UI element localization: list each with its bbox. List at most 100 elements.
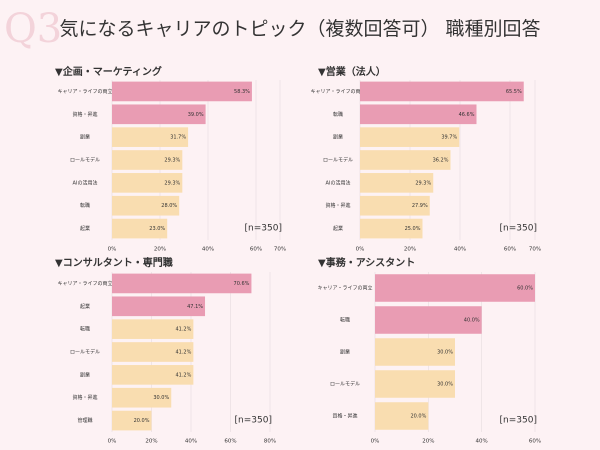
y-tick-label: 資格・昇進 bbox=[325, 202, 350, 209]
value-label: 39.7% bbox=[441, 135, 457, 141]
y-tick-label: キャリア・ライフの両立 bbox=[57, 88, 112, 95]
bar bbox=[375, 306, 482, 334]
bar bbox=[375, 274, 535, 302]
y-tick-label: 資格・昇進 bbox=[72, 111, 97, 118]
value-label: 41.2% bbox=[175, 327, 191, 333]
x-tick-label: 60% bbox=[504, 247, 516, 253]
bar bbox=[112, 218, 168, 239]
y-tick-label: キャリア・ライフの両立 bbox=[57, 280, 112, 287]
y-tick-label: AIの活用法 bbox=[73, 179, 98, 186]
value-label: 41.2% bbox=[175, 372, 191, 378]
y-tick-label: AIの活用法 bbox=[326, 179, 351, 186]
y-tick-label: 副業 bbox=[80, 134, 90, 141]
x-tick-label: 70% bbox=[274, 247, 286, 253]
x-tick-label: 40% bbox=[202, 247, 214, 253]
y-tick-label: 起業 bbox=[80, 303, 90, 310]
x-tick-label: 40% bbox=[185, 439, 197, 445]
value-label: 23.0% bbox=[149, 226, 165, 232]
value-label: 29.3% bbox=[164, 180, 180, 186]
value-label: 40.0% bbox=[464, 318, 480, 324]
y-tick-label: 転職 bbox=[333, 111, 343, 118]
y-tick-label: ロールモデル bbox=[330, 381, 360, 388]
value-label: 28.0% bbox=[161, 203, 177, 209]
y-tick-label: 資格・昇進 bbox=[332, 413, 357, 420]
value-label: 47.1% bbox=[187, 304, 203, 310]
y-tick-label: 管理職 bbox=[77, 417, 92, 424]
y-tick-label: 起業 bbox=[80, 225, 90, 232]
x-tick-label: 20% bbox=[145, 439, 157, 445]
y-tick-label: キャリア・ライフの両立 bbox=[310, 88, 365, 95]
bar bbox=[112, 150, 183, 170]
y-tick-label: 副業 bbox=[333, 134, 343, 141]
value-label: 30.0% bbox=[437, 382, 453, 388]
bar bbox=[360, 173, 434, 193]
x-tick-label: 20% bbox=[154, 247, 166, 253]
value-label: 25.0% bbox=[405, 226, 421, 232]
chart-title: ▼コンサルタント・専門職 bbox=[55, 256, 173, 269]
bar bbox=[360, 104, 477, 125]
bar bbox=[112, 273, 252, 294]
y-tick-label: ロールモデル bbox=[70, 349, 100, 356]
value-label: 36.2% bbox=[433, 158, 449, 164]
value-label: 46.6% bbox=[459, 112, 475, 118]
x-tick-label: 20% bbox=[422, 439, 434, 445]
value-label: 58.3% bbox=[234, 89, 250, 95]
bar bbox=[112, 387, 172, 408]
bar bbox=[112, 296, 206, 317]
x-tick-label: 40% bbox=[454, 247, 466, 253]
bar bbox=[112, 195, 180, 216]
value-label: 60.0% bbox=[517, 286, 533, 292]
page-title: 気になるキャリアのトピック（複数回答可） 職種別回答 bbox=[59, 18, 540, 40]
value-label: 30.0% bbox=[153, 395, 169, 401]
x-tick-label: 60% bbox=[224, 439, 236, 445]
y-tick-label: 副業 bbox=[80, 371, 90, 378]
x-tick-label: 80% bbox=[264, 439, 276, 445]
value-label: 20.0% bbox=[134, 418, 150, 424]
x-tick-label: 0% bbox=[356, 247, 365, 253]
bar bbox=[375, 370, 455, 398]
annotation: [n=350] bbox=[500, 224, 537, 234]
x-tick-label: 0% bbox=[108, 247, 117, 253]
y-tick-label: 副業 bbox=[340, 349, 350, 356]
bar bbox=[360, 150, 451, 170]
x-tick-label: 0% bbox=[108, 439, 117, 445]
bar bbox=[112, 365, 194, 385]
chart-title: ▼事務・アシスタント bbox=[318, 256, 415, 269]
annotation: [n=350] bbox=[245, 224, 282, 234]
bar bbox=[360, 81, 524, 102]
value-label: 20.0% bbox=[410, 414, 426, 420]
value-label: 39.0% bbox=[188, 112, 204, 118]
value-label: 70.6% bbox=[234, 281, 250, 287]
value-label: 29.3% bbox=[415, 180, 431, 186]
x-tick-label: 70% bbox=[529, 247, 541, 253]
bar bbox=[112, 342, 194, 362]
bar bbox=[112, 173, 183, 193]
bar bbox=[112, 319, 194, 339]
bar bbox=[360, 218, 423, 239]
x-tick-label: 0% bbox=[371, 439, 380, 445]
bar bbox=[375, 338, 455, 366]
value-label: 31.7% bbox=[170, 135, 186, 141]
bar bbox=[112, 410, 152, 431]
y-tick-label: キャリア・ライフの両立 bbox=[317, 285, 372, 292]
value-label: 27.9% bbox=[412, 203, 428, 209]
bar bbox=[112, 104, 206, 125]
bar bbox=[112, 127, 189, 147]
chart-title: ▼営業（法人） bbox=[318, 65, 386, 78]
y-tick-label: 転職 bbox=[340, 317, 350, 324]
value-label: 41.2% bbox=[175, 350, 191, 356]
bar bbox=[360, 195, 430, 216]
watermark: Q3 bbox=[4, 6, 62, 52]
bar bbox=[375, 402, 429, 430]
x-tick-label: 60% bbox=[250, 247, 262, 253]
y-tick-label: 転職 bbox=[80, 326, 90, 333]
y-tick-label: ロールモデル bbox=[70, 157, 100, 164]
x-tick-label: 60% bbox=[529, 439, 541, 445]
x-tick-label: 40% bbox=[476, 439, 488, 445]
y-tick-label: 転職 bbox=[80, 202, 90, 209]
x-tick-label: 20% bbox=[404, 247, 416, 253]
y-tick-label: 起業 bbox=[333, 225, 343, 232]
bar bbox=[360, 127, 460, 147]
annotation: [n=350] bbox=[235, 416, 272, 426]
